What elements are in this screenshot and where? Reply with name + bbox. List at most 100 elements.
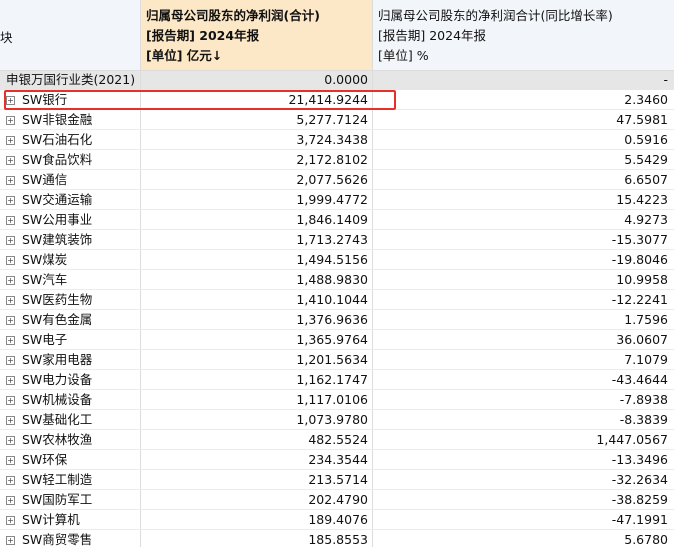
row-divider: [0, 389, 674, 390]
net-profit: 1,999.4772: [296, 192, 368, 207]
industry-name: SW电力设备: [22, 372, 93, 387]
growth-rate: -38.8259: [611, 492, 668, 507]
industry-name: SW石油石化: [22, 132, 93, 147]
expand-icon[interactable]: +: [6, 276, 15, 285]
industry-name: SW交通运输: [22, 192, 93, 207]
industry-name: SW公用事业: [22, 212, 93, 227]
expand-icon[interactable]: +: [6, 176, 15, 185]
net-profit: 1,713.2743: [296, 232, 368, 247]
net-profit: 2,077.5626: [296, 172, 368, 187]
net-profit: 1,494.5156: [296, 252, 368, 267]
growth-rate: -15.3077: [611, 232, 668, 247]
expand-icon[interactable]: +: [6, 116, 15, 125]
industry-name: SW环保: [22, 452, 68, 467]
net-profit: 482.5524: [308, 432, 368, 447]
column-divider: [372, 0, 373, 547]
expand-icon[interactable]: +: [6, 256, 15, 265]
row-divider: [0, 289, 674, 290]
header-cell[interactable]: [372, 0, 674, 70]
growth-rate: -8.3839: [619, 412, 668, 427]
industry-name: SW煤炭: [22, 252, 68, 267]
expand-icon[interactable]: +: [6, 236, 15, 245]
expand-icon[interactable]: +: [6, 216, 15, 225]
expand-icon[interactable]: +: [6, 536, 15, 545]
expand-icon[interactable]: +: [6, 416, 15, 425]
growth-rate: 36.0607: [616, 332, 668, 347]
row-divider: [0, 469, 674, 470]
growth-rate: 5.5429: [624, 152, 668, 167]
industry-name: SW有色金属: [22, 312, 93, 327]
net-profit: 1,117.0106: [296, 392, 368, 407]
growth-rate: -19.8046: [611, 252, 668, 267]
industry-name: SW建筑装饰: [22, 232, 93, 247]
expand-icon[interactable]: +: [6, 376, 15, 385]
expand-icon[interactable]: +: [6, 156, 15, 165]
industry-name: SW轻工制造: [22, 472, 93, 487]
header-cell-sorted[interactable]: [140, 0, 372, 70]
row-divider: [0, 189, 674, 190]
net-profit: 2,172.8102: [296, 152, 368, 167]
growth-rate: 7.1079: [624, 352, 668, 367]
row-divider: [0, 509, 674, 510]
growth-rate: -12.2241: [611, 292, 668, 307]
header-text: 归属母公司股东的净利润(合计): [146, 8, 320, 23]
net-profit: 3,724.3438: [296, 132, 368, 147]
growth-rate: -32.2634: [611, 472, 668, 487]
net-profit: 1,410.1044: [296, 292, 368, 307]
growth-rate: -7.8938: [619, 392, 668, 407]
row-divider: [0, 369, 674, 370]
growth-rate: 1,447.0567: [596, 432, 668, 447]
row-divider: [0, 309, 674, 310]
row-divider: [0, 209, 674, 210]
expand-icon[interactable]: +: [6, 496, 15, 505]
growth-rate: 15.4223: [616, 192, 668, 207]
expand-icon[interactable]: +: [6, 356, 15, 365]
industry-name: SW通信: [22, 172, 68, 187]
net-profit: 185.8553: [308, 532, 368, 547]
expand-icon[interactable]: +: [6, 96, 15, 105]
industry-name: SW家用电器: [22, 352, 93, 367]
growth-rate: 1.7596: [624, 312, 668, 327]
expand-icon[interactable]: +: [6, 396, 15, 405]
industry-name: SW计算机: [22, 512, 80, 527]
column-divider: [140, 0, 141, 547]
expand-icon[interactable]: +: [6, 296, 15, 305]
net-profit: 21,414.9244: [288, 92, 368, 107]
industry-name: SW农林牧渔: [22, 432, 93, 447]
net-profit: 1,365.9764: [296, 332, 368, 347]
industry-name: SW非银金融: [22, 112, 93, 127]
row-divider: [0, 269, 674, 270]
expand-icon[interactable]: +: [6, 336, 15, 345]
row-divider: [0, 489, 674, 490]
header-text: 归属母公司股东的净利润合计(同比增长率): [378, 8, 613, 23]
net-profit: 1,162.1747: [296, 372, 368, 387]
expand-icon[interactable]: +: [6, 516, 15, 525]
net-profit: 202.4790: [308, 492, 368, 507]
summary-row: [0, 70, 674, 90]
expand-icon[interactable]: +: [6, 456, 15, 465]
industry-name: SW银行: [22, 92, 68, 107]
row-divider: [0, 129, 674, 130]
header-text: [报告期] 2024年报: [378, 28, 487, 43]
highlight-box: [4, 90, 396, 110]
growth-rate: 0.5916: [624, 132, 668, 147]
row-divider: [0, 409, 674, 410]
row-divider: [0, 149, 674, 150]
expand-icon[interactable]: +: [6, 436, 15, 445]
header-text: [单位] 亿元↓: [146, 48, 223, 63]
expand-icon[interactable]: +: [6, 196, 15, 205]
net-profit: 5,277.7124: [296, 112, 368, 127]
net-profit: 1,073.9780: [296, 412, 368, 427]
expand-icon[interactable]: +: [6, 136, 15, 145]
row-divider: [0, 529, 674, 530]
expand-icon[interactable]: +: [6, 476, 15, 485]
growth-rate: 6.6507: [624, 172, 668, 187]
industry-name: SW医药生物: [22, 292, 93, 307]
expand-icon[interactable]: +: [6, 316, 15, 325]
growth-rate: 5.6780: [624, 532, 668, 547]
growth-rate: -47.1991: [611, 512, 668, 527]
header-text: [单位] %: [378, 48, 429, 63]
row-divider: [0, 429, 674, 430]
net-profit: 1,846.1409: [296, 212, 368, 227]
row-divider: [0, 229, 674, 230]
